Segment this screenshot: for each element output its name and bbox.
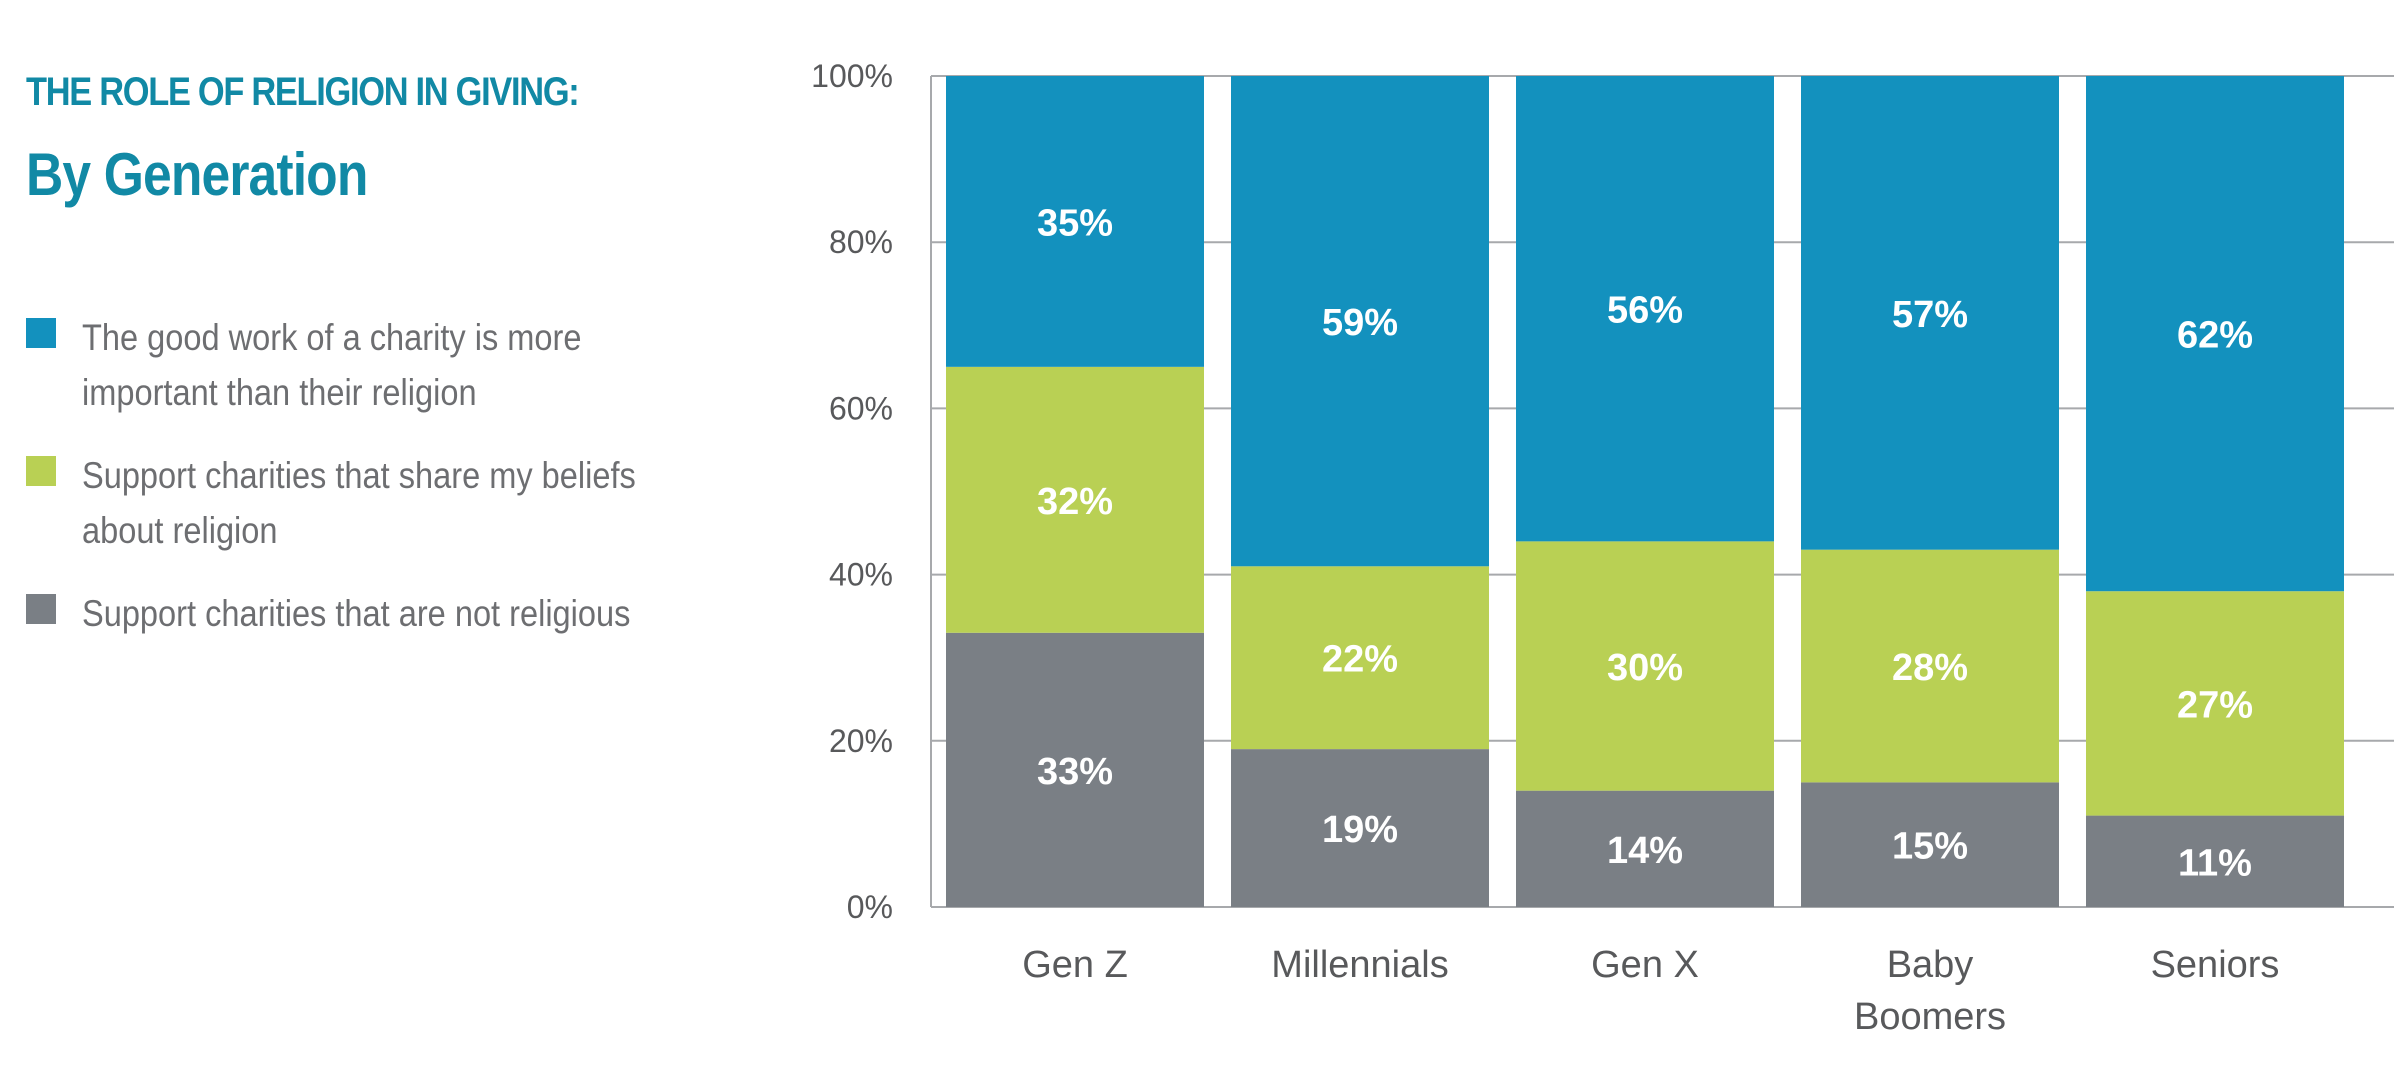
bar-segment — [1801, 76, 2059, 550]
chart-title: THE ROLE OF RELIGION IN GIVING: — [26, 70, 580, 114]
bar-segment — [1231, 76, 1489, 567]
bar-segment — [2086, 591, 2344, 816]
bar-segment — [1516, 541, 1774, 791]
legend: The good work of a charity is more impor… — [26, 310, 726, 669]
y-tick-label: 60% — [829, 390, 893, 426]
data-label: 11% — [2178, 842, 2252, 884]
legend-swatch-blue — [26, 318, 56, 348]
data-label: 19% — [1322, 809, 1398, 851]
y-tick-label: 100% — [811, 58, 893, 94]
legend-swatch-green — [26, 456, 56, 486]
bar-segment — [2086, 76, 2344, 592]
chart-subtitle: By Generation — [26, 141, 368, 208]
y-tick-label: 0% — [847, 889, 893, 925]
data-label: 57% — [1892, 294, 1968, 336]
bar-segment — [1801, 549, 2059, 783]
data-label: 27% — [2177, 684, 2253, 726]
legend-item-not-religious: Support charities that are not religious — [26, 586, 726, 641]
data-label: 22% — [1322, 639, 1398, 681]
data-label: 14% — [1607, 830, 1683, 872]
x-category-label: Baby — [1887, 944, 1974, 986]
bar-segment — [946, 76, 1204, 367]
bar-segment — [1516, 790, 1774, 907]
data-label: 32% — [1037, 481, 1113, 523]
x-category-label: Seniors — [2151, 944, 2280, 986]
legend-item-share-beliefs: Support charities that share my beliefs … — [26, 448, 726, 558]
bar-segment — [946, 632, 1204, 907]
legend-item-charity-work: The good work of a charity is more impor… — [26, 310, 726, 420]
data-label: 28% — [1892, 647, 1968, 689]
x-category-label: Millennials — [1271, 944, 1448, 986]
bar-segment — [1801, 782, 2059, 907]
bar-segment — [1231, 749, 1489, 907]
x-category-label: Boomers — [1854, 996, 2006, 1038]
legend-label: The good work of a charity is more impor… — [82, 317, 582, 413]
bar-segment — [946, 366, 1204, 633]
data-label: 30% — [1607, 647, 1683, 689]
y-tick-label: 40% — [829, 557, 893, 593]
y-tick-label: 20% — [829, 723, 893, 759]
x-category-label: Gen X — [1591, 944, 1699, 986]
x-category-label: Gen Z — [1022, 944, 1128, 986]
data-label: 59% — [1322, 302, 1398, 344]
data-label: 15% — [1892, 826, 1968, 868]
legend-swatch-gray — [26, 594, 56, 624]
data-label: 62% — [2177, 315, 2253, 357]
legend-label: Support charities that are not religious — [82, 593, 631, 634]
legend-label: Support charities that share my beliefs … — [82, 455, 636, 551]
y-tick-label: 80% — [829, 224, 893, 260]
bar-segment — [1516, 76, 1774, 542]
data-label: 33% — [1037, 751, 1113, 793]
data-label: 56% — [1607, 290, 1683, 332]
bar-segment — [2086, 815, 2344, 907]
bar-segment — [1231, 566, 1489, 750]
data-label: 35% — [1037, 202, 1113, 244]
